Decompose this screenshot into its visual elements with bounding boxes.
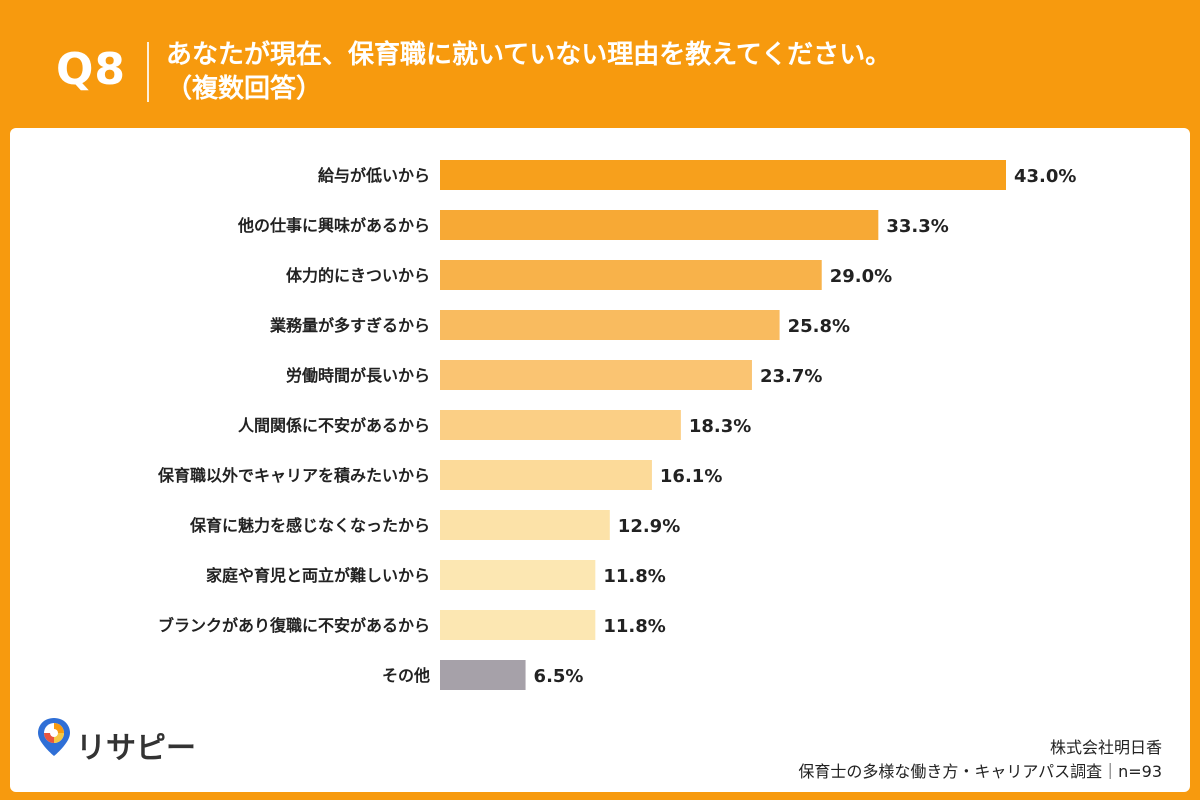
- category-label: 他の仕事に興味があるから: [237, 216, 430, 235]
- value-label: 11.8%: [603, 616, 665, 637]
- chart-panel: 給与が低いから 43.0% 他の仕事に興味があるから 33.3% 体力的にきついから 29…: [10, 128, 1190, 792]
- bar: [440, 310, 780, 340]
- value-label: 25.8%: [788, 316, 850, 337]
- logo-text: リサピー: [76, 731, 196, 766]
- logo-pin-icon: [38, 718, 70, 756]
- bar: [440, 160, 1006, 190]
- bar: [440, 460, 652, 490]
- category-label: 家庭や育児と両立が難しいから: [206, 566, 430, 585]
- bar: [440, 360, 752, 390]
- bar: [440, 660, 526, 690]
- value-label: 43.0%: [1014, 166, 1076, 187]
- category-label: ブランクがあり復職に不安があるから: [158, 616, 430, 635]
- category-label: 労働時間が長いから: [286, 366, 430, 385]
- source-credit: 株式会社明日香 保育士の多様な働き方・キャリアパス調査｜n=93: [798, 736, 1162, 784]
- survey-name: 保育士の多様な働き方・キャリアパス調査｜n=93: [798, 762, 1162, 781]
- category-label: 体力的にきついから: [286, 266, 430, 285]
- question-number: Q8: [56, 44, 127, 95]
- value-label: 6.5%: [534, 666, 584, 687]
- question-line-2: （複数回答）: [166, 74, 323, 104]
- bar: [440, 410, 681, 440]
- category-label: 給与が低いから: [318, 166, 430, 185]
- value-label: 29.0%: [830, 266, 892, 287]
- value-label: 11.8%: [603, 566, 665, 587]
- question-line-1: あなたが現在、保育職に就いていない理由を教えてください。: [166, 40, 892, 70]
- bar: [440, 610, 596, 640]
- header-divider: [147, 42, 149, 102]
- value-label: 12.9%: [618, 516, 680, 537]
- category-label: 保育に魅力を感じなくなったから: [189, 516, 430, 535]
- value-label: 18.3%: [689, 416, 751, 437]
- value-label: 16.1%: [660, 466, 722, 487]
- bar-chart: 給与が低いから 43.0% 他の仕事に興味があるから 33.3% 体力的にきついから 29…: [157, 160, 1076, 690]
- category-label: 人間関係に不安があるから: [238, 416, 430, 435]
- value-label: 23.7%: [760, 366, 822, 387]
- bar: [440, 510, 610, 540]
- bar: [440, 260, 822, 290]
- header: Q8 あなたが現在、保育職に就いていない理由を教えてください。 （複数回答）: [0, 0, 1200, 128]
- company-name: 株式会社明日香: [1049, 738, 1162, 757]
- bar: [440, 560, 596, 590]
- category-label: 保育職以外でキャリアを積みたいから: [157, 466, 430, 485]
- category-label: 業務量が多すぎるから: [269, 316, 430, 335]
- value-label: 33.3%: [886, 216, 948, 237]
- category-label: その他: [382, 666, 430, 685]
- question-text: あなたが現在、保育職に就いていない理由を教えてください。 （複数回答）: [166, 38, 1166, 106]
- bar: [440, 210, 879, 240]
